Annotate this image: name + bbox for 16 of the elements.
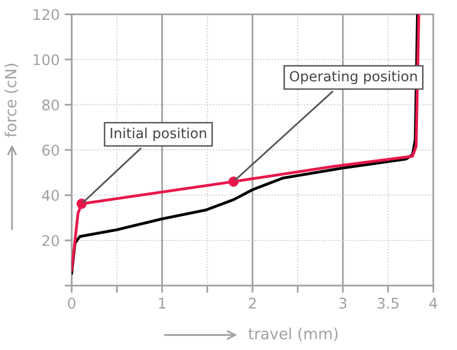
x-tick-label: 3 [339,298,346,309]
y-axis-title: force (cN) [4,64,18,138]
x-tick-label: 4 [429,298,438,308]
y-tick-label: 80 [42,99,59,110]
annotation: Operating position [290,70,417,84]
x-axis-title: travel (mm) [248,328,338,342]
y-tick-label: 20 [42,235,59,246]
y-tick-label: 120 [34,9,59,20]
y-tick-label: 40 [42,190,59,201]
annotation: Initial position [110,128,206,142]
x-tick-label: 3.5 [378,298,398,309]
x-tick-label: 1 [159,298,166,308]
x-tick-label: 0 [68,298,76,309]
y-tick-label: 60 [42,144,59,156]
x-tick-label: 2 [248,298,256,308]
y-tick-label: 100 [34,54,59,66]
